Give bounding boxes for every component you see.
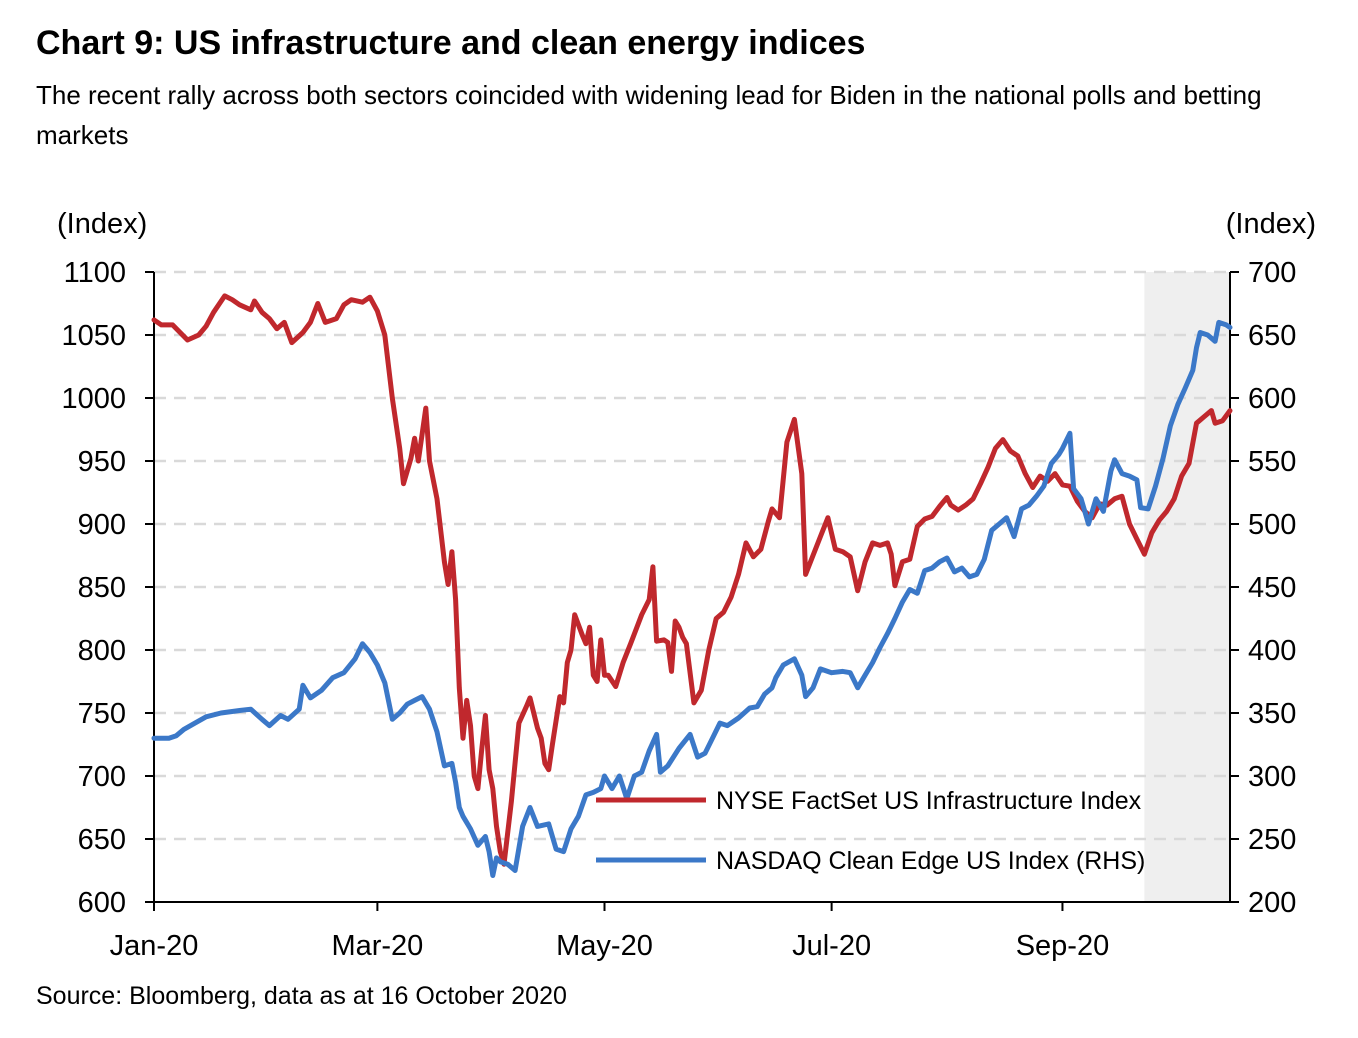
y-right-tick-label: 350: [1248, 698, 1296, 730]
y-right-tick-label: 550: [1248, 446, 1296, 478]
x-tick-label: Jul-20: [792, 930, 871, 962]
source-note: Source: Bloomberg, data as at 16 October…: [36, 982, 567, 1010]
y-left-tick-label: 900: [78, 509, 126, 541]
y-right-tick-label: 500: [1248, 509, 1296, 541]
y-right-tick-label: 200: [1248, 887, 1296, 919]
y-right-tick-label: 400: [1248, 635, 1296, 667]
y-left-tick-label: 850: [78, 572, 126, 604]
y-left-tick-label: 1000: [61, 383, 126, 415]
series-layer: [151, 293, 1233, 878]
legend-label-infrastructure: NYSE FactSet US Infrastructure Index: [716, 787, 1142, 815]
y-left-tick-label: 650: [78, 824, 126, 856]
series-line-infrastructure: [151, 293, 1233, 867]
y-right-tick-label: 300: [1248, 761, 1296, 793]
chart-title: Chart 9: US infrastructure and clean ene…: [36, 24, 866, 62]
y-left-tick-label: 700: [78, 761, 126, 793]
series-line-clean-edge: [151, 319, 1233, 878]
y-right-tick-label: 250: [1248, 824, 1296, 856]
x-tick-label: Sep-20: [1016, 930, 1110, 962]
x-tick-label: Jan-20: [110, 930, 199, 962]
legend-label-clean-edge: NASDAQ Clean Edge US Index (RHS): [716, 847, 1145, 875]
y-axis-left-label: (Index): [57, 208, 147, 240]
y-right-tick-label: 700: [1248, 257, 1296, 289]
grid-layer: [154, 270, 1230, 841]
y-right-tick-label: 600: [1248, 383, 1296, 415]
y-left-tick-label: 1050: [61, 320, 126, 352]
x-tick-label: May-20: [556, 930, 653, 962]
y-axis-right-label: (Index): [1226, 208, 1316, 240]
y-left-tick-label: 750: [78, 698, 126, 730]
legend: NYSE FactSet US Infrastructure Index NAS…: [596, 787, 1145, 875]
y-left-tick-label: 600: [78, 887, 126, 919]
y-right-tick-label: 450: [1248, 572, 1296, 604]
chart-subtitle: The recent rally across both sectors coi…: [36, 80, 1262, 150]
y-right-tick-label: 650: [1248, 320, 1296, 352]
axes-layer: 600 650 700 750 800 850 900 950 1000 1050 1100 200 2…: [61, 257, 1296, 962]
y-left-tick-label: 950: [78, 446, 126, 478]
y-left-tick-label: 1100: [64, 257, 126, 289]
x-tick-label: Mar-20: [331, 930, 423, 962]
y-left-tick-label: 800: [78, 635, 126, 667]
